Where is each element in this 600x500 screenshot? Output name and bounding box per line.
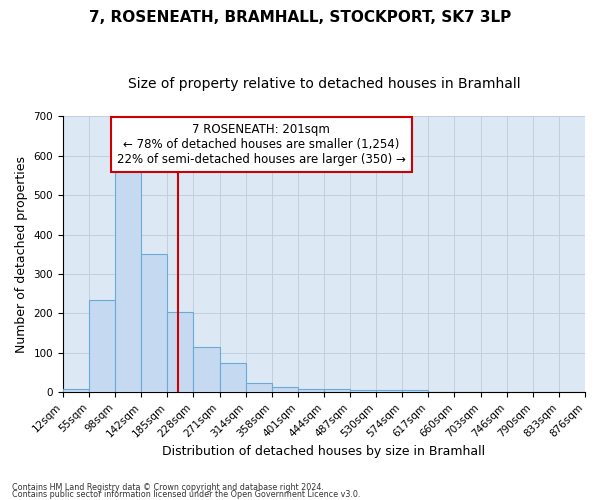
Bar xyxy=(324,389,350,392)
X-axis label: Distribution of detached houses by size in Bramhall: Distribution of detached houses by size … xyxy=(163,444,485,458)
Bar xyxy=(63,389,89,392)
Y-axis label: Number of detached properties: Number of detached properties xyxy=(15,156,28,353)
Text: Contains HM Land Registry data © Crown copyright and database right 2024.: Contains HM Land Registry data © Crown c… xyxy=(12,484,324,492)
Bar xyxy=(193,347,220,393)
Bar xyxy=(350,390,376,392)
Bar xyxy=(220,363,245,392)
Bar xyxy=(141,254,167,392)
Text: 7 ROSENEATH: 201sqm
← 78% of detached houses are smaller (1,254)
22% of semi-det: 7 ROSENEATH: 201sqm ← 78% of detached ho… xyxy=(117,123,406,166)
Bar xyxy=(115,164,141,392)
Bar xyxy=(245,382,272,392)
Bar xyxy=(89,300,115,392)
Bar xyxy=(167,312,193,392)
Text: 7, ROSENEATH, BRAMHALL, STOCKPORT, SK7 3LP: 7, ROSENEATH, BRAMHALL, STOCKPORT, SK7 3… xyxy=(89,10,511,25)
Bar xyxy=(298,389,324,392)
Text: Contains public sector information licensed under the Open Government Licence v3: Contains public sector information licen… xyxy=(12,490,361,499)
Bar xyxy=(376,390,402,392)
Bar xyxy=(402,390,428,392)
Title: Size of property relative to detached houses in Bramhall: Size of property relative to detached ho… xyxy=(128,78,520,92)
Bar xyxy=(272,387,298,392)
